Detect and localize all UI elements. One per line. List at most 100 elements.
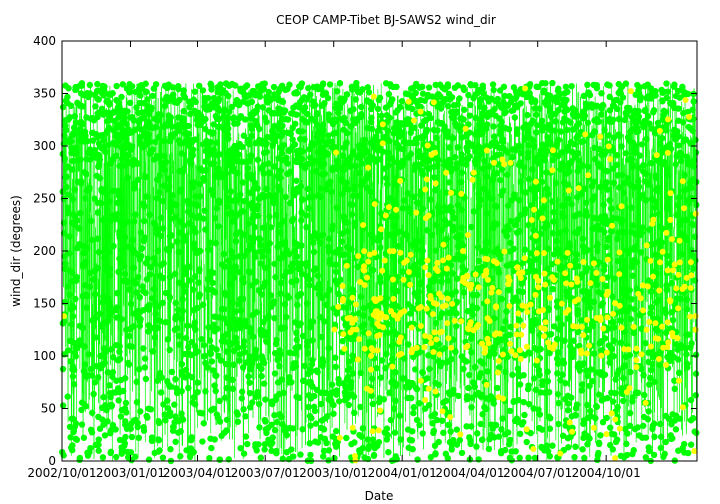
data-point <box>479 411 486 418</box>
data-point <box>182 288 189 295</box>
data-point <box>430 353 437 360</box>
data-point <box>646 120 653 127</box>
data-point <box>307 422 314 429</box>
data-point <box>78 406 85 414</box>
data-point <box>297 320 304 327</box>
data-point <box>648 304 655 311</box>
data-point <box>586 382 593 390</box>
data-point <box>59 402 67 409</box>
data-point <box>506 286 513 294</box>
data-point <box>442 450 450 458</box>
data-point <box>276 362 283 370</box>
data-point <box>232 334 240 342</box>
data-point <box>546 425 554 432</box>
data-point <box>584 163 592 170</box>
data-point <box>348 440 355 448</box>
data-point <box>184 208 192 215</box>
data-point <box>281 301 289 308</box>
data-point <box>164 336 172 343</box>
data-point <box>121 234 129 241</box>
data-point <box>207 187 215 194</box>
data-point <box>588 182 596 190</box>
data-point <box>396 412 404 419</box>
data-point <box>227 188 235 195</box>
data-point <box>359 425 367 432</box>
data-point <box>339 152 347 159</box>
data-point <box>438 278 445 285</box>
data-point <box>313 168 320 175</box>
data-point <box>66 250 73 257</box>
data-point <box>229 268 237 276</box>
data-point <box>630 246 637 253</box>
data-point <box>82 195 89 202</box>
data-point <box>100 91 107 99</box>
data-point <box>400 138 407 145</box>
data-point <box>346 163 353 170</box>
data-point <box>544 265 551 273</box>
data-point <box>267 292 275 299</box>
data-point <box>214 152 221 159</box>
data-point <box>288 278 295 286</box>
data-point <box>247 122 255 129</box>
data-point <box>552 118 559 125</box>
data-point <box>640 422 647 429</box>
data-point <box>615 89 622 97</box>
data-point <box>216 199 223 206</box>
data-point <box>344 228 351 235</box>
data-point <box>167 446 174 453</box>
data-point <box>343 157 350 164</box>
data-point <box>599 419 607 426</box>
data-point <box>406 436 414 444</box>
data-point <box>425 165 432 172</box>
data-point <box>191 245 199 253</box>
data-point <box>378 357 386 364</box>
data-point <box>408 125 416 132</box>
data-point <box>432 186 439 194</box>
data-point <box>338 238 346 245</box>
data-point <box>392 382 399 390</box>
data-point <box>678 230 686 238</box>
data-point <box>590 350 598 357</box>
data-point <box>107 448 115 455</box>
data-point <box>142 80 149 87</box>
data-point <box>257 454 265 461</box>
data-point <box>458 449 466 457</box>
data-point <box>190 306 197 314</box>
data-point <box>630 329 638 337</box>
data-point <box>627 228 635 236</box>
data-point <box>687 139 694 147</box>
data-point <box>69 130 77 137</box>
data-point <box>522 189 530 196</box>
data-point <box>446 144 453 151</box>
data-point <box>414 456 421 463</box>
data-point <box>370 339 377 347</box>
data-point <box>640 372 647 379</box>
data-point <box>302 118 309 126</box>
data-point <box>469 291 477 299</box>
data-point <box>61 253 68 260</box>
data-point <box>603 243 611 251</box>
data-point <box>468 423 475 430</box>
data-point <box>484 239 492 246</box>
data-point <box>317 333 325 341</box>
data-point <box>500 98 507 106</box>
data-point <box>489 81 497 88</box>
data-point <box>223 374 230 381</box>
data-point <box>199 87 207 94</box>
data-point <box>211 382 218 389</box>
data-point <box>608 205 615 212</box>
data-point <box>277 174 284 181</box>
data-point <box>657 444 665 452</box>
data-point <box>202 125 209 133</box>
data-point <box>78 399 86 406</box>
data-point <box>403 120 411 128</box>
data-point <box>201 207 208 214</box>
data-point <box>444 81 452 88</box>
data-point <box>559 210 566 217</box>
data-point <box>467 101 474 109</box>
data-point <box>242 413 249 420</box>
data-point <box>581 454 588 462</box>
data-point <box>189 399 196 406</box>
data-point <box>64 347 72 354</box>
data-point <box>394 242 401 250</box>
